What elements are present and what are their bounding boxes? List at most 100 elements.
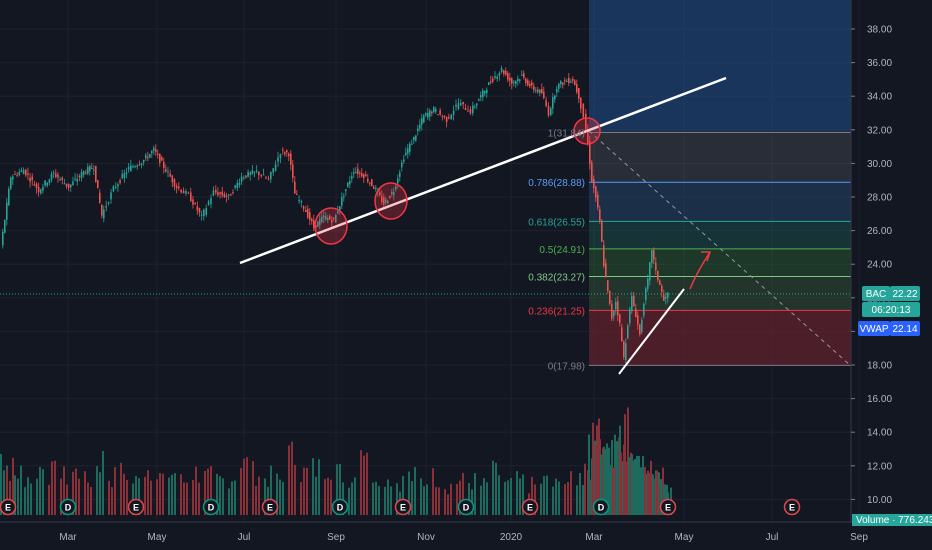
candle-body <box>48 179 51 183</box>
volume-bar <box>596 425 598 515</box>
support-trendline[interactable] <box>239 76 727 265</box>
highlight-circle-3[interactable] <box>573 117 601 145</box>
candle-body <box>107 202 110 204</box>
candle-body <box>91 167 93 169</box>
volume-bar <box>126 479 128 515</box>
fib-label: 1(31.84) <box>548 128 585 139</box>
earnings-event-marker[interactable]: E <box>659 498 677 516</box>
vwap-price-tag: VWAP 22.14 <box>858 321 920 336</box>
highlight-circle-1[interactable] <box>314 207 348 245</box>
candle-body <box>205 207 207 215</box>
volume-bar <box>378 486 380 515</box>
rising-trendline[interactable] <box>618 288 685 375</box>
candle-body <box>663 295 665 301</box>
volume-bar <box>342 482 344 515</box>
volume-bar <box>474 473 476 515</box>
projection-trendline[interactable] <box>588 130 852 367</box>
candle-body <box>262 174 265 176</box>
projection-arrow[interactable] <box>689 251 711 290</box>
dividend-event-marker[interactable]: D <box>592 498 610 516</box>
earnings-event-marker[interactable]: E <box>127 498 145 516</box>
candle-body <box>101 204 103 216</box>
volume-bar <box>219 476 221 515</box>
volume-bar <box>387 479 389 515</box>
volume-bar <box>516 471 518 515</box>
dividend-event-marker[interactable]: D <box>202 498 220 516</box>
earnings-event-marker[interactable]: E <box>0 498 17 516</box>
event-letter: D <box>598 503 605 513</box>
candle-body <box>566 80 568 82</box>
volume-bar <box>63 466 65 515</box>
volume-bar <box>288 445 290 515</box>
time-axis[interactable]: Mar May Jul Sep Nov 2020 Mar May Jul Sep <box>59 532 868 543</box>
candle-body <box>433 107 435 113</box>
volume-bar <box>291 441 293 515</box>
volume-bar <box>102 451 104 515</box>
volume-bar <box>462 472 464 515</box>
candle-body <box>321 216 323 223</box>
volume-bar <box>384 486 386 515</box>
candle-body <box>371 179 373 186</box>
candle-body <box>341 197 343 206</box>
target-zone-box <box>589 0 851 131</box>
earnings-event-marker[interactable]: E <box>394 498 412 516</box>
candle-body <box>527 80 529 86</box>
candle-body <box>185 191 187 194</box>
candle-body <box>123 173 126 178</box>
candle-body <box>294 181 296 194</box>
candle-body <box>625 343 627 361</box>
candle-body <box>171 175 174 183</box>
candle-body <box>498 73 501 76</box>
volume-bar <box>327 477 329 515</box>
volume-bar <box>616 441 618 515</box>
earnings-event-marker[interactable]: E <box>783 498 801 516</box>
highlight-circle-2[interactable] <box>374 182 408 220</box>
volume-bar <box>99 472 101 515</box>
fibonacci-retracement[interactable] <box>589 0 851 366</box>
volume-bar <box>159 472 161 515</box>
fib-label: 0(17.98) <box>548 361 585 372</box>
candle-body <box>655 262 657 271</box>
volume-bar <box>255 485 257 515</box>
candle-body <box>196 206 199 211</box>
candle-body <box>169 173 171 177</box>
volume-bar <box>354 477 356 515</box>
volume-bar <box>636 455 638 515</box>
candle-body <box>363 174 365 179</box>
y-tick-label: 34.00 <box>867 92 892 103</box>
earnings-event-marker[interactable]: E <box>521 498 539 516</box>
volume-bar <box>640 467 642 515</box>
fib-band-0786-0618 <box>589 181 851 220</box>
volume-bar <box>558 481 560 515</box>
y-tick-label: 28.00 <box>867 193 892 204</box>
candle-body <box>25 169 27 176</box>
volume-bar <box>492 460 494 515</box>
volume-bar <box>30 483 32 515</box>
earnings-event-marker[interactable]: E <box>261 498 279 516</box>
candle-body <box>496 76 498 79</box>
volume-bar <box>246 457 248 515</box>
candle-body <box>161 157 163 161</box>
y-tick-label: 16.00 <box>867 394 892 405</box>
dividend-event-marker[interactable]: D <box>59 498 77 516</box>
candle-body <box>552 97 554 109</box>
candle-body <box>207 201 210 205</box>
volume-bar <box>363 455 365 515</box>
x-tick-label: Jul <box>766 532 779 543</box>
dividend-event-marker[interactable]: D <box>457 498 475 516</box>
volume-bar <box>168 477 170 515</box>
candle-body <box>80 172 83 179</box>
candle-body <box>529 84 531 87</box>
candle-body <box>439 110 441 115</box>
volume-bar <box>648 473 650 515</box>
volume-bar <box>624 414 626 515</box>
candle-body <box>570 81 572 83</box>
candle-body <box>290 153 292 165</box>
candle-body <box>140 163 143 165</box>
volume-bar <box>483 478 485 515</box>
dividend-event-marker[interactable]: D <box>331 498 349 516</box>
x-tick-label: Jul <box>238 532 251 543</box>
volume-bar <box>39 467 41 515</box>
